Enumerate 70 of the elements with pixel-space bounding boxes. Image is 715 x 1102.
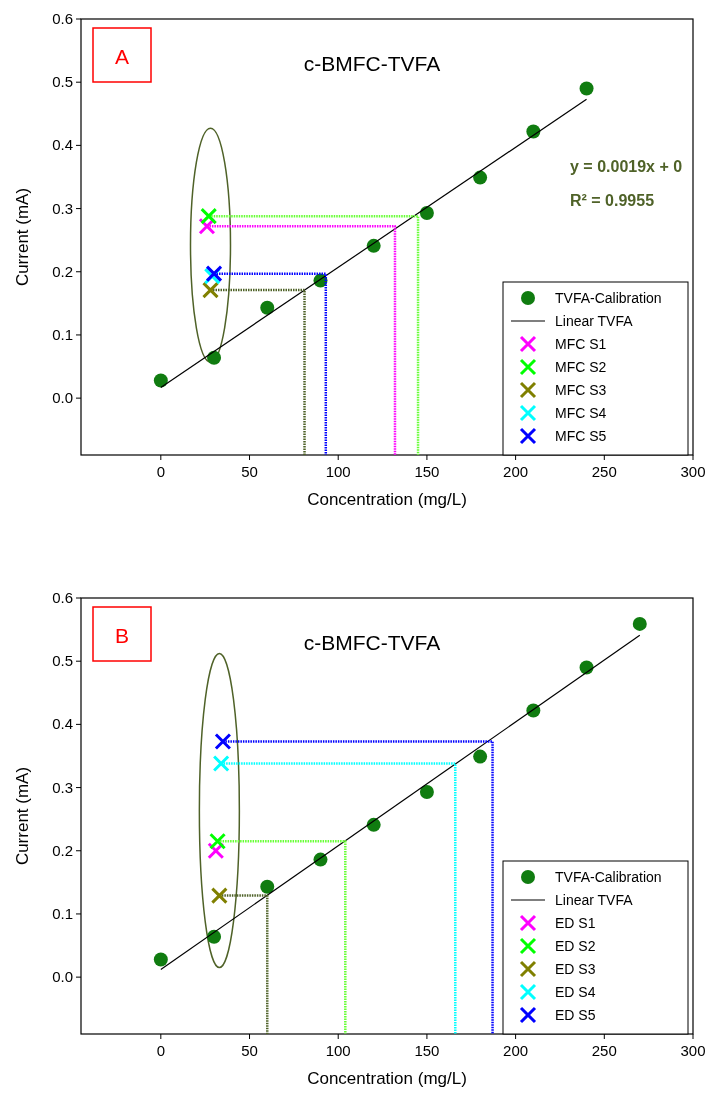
point [212,755,230,773]
x-tick-label: 100 [325,463,351,480]
y-tick-label: 0.6 [52,589,73,606]
text: c-BMFC-TVFA [303,631,441,654]
point [153,373,168,388]
text: c-BMFC-TVFA [303,52,441,75]
y-axis-title: Current (mA) [13,187,32,287]
y-tick-label: 0.4 [52,136,73,154]
point [200,207,218,225]
point [419,205,434,220]
annotation: y = 0.0019x + 0 [570,158,683,175]
point [473,749,488,764]
annotation: A [114,45,130,68]
y-tick-label: 0.4 [52,715,73,733]
x-tick-label: 150 [414,1042,440,1059]
x-tick-label: 250 [591,463,617,480]
x-tick-label: 200 [503,1042,529,1059]
y-tick-label: 0.1 [52,325,73,343]
x-tick-label: 50 [241,1042,258,1059]
point [260,879,275,894]
x-axis-title: Concentration (mg/L) [307,490,467,509]
y-tick-label: 0.6 [52,10,73,27]
legend-label: MFC S4 [555,405,607,421]
legend-label: ED S3 [555,961,596,977]
x-axis-title: Concentration (mg/L) [307,1069,467,1088]
point [207,842,225,860]
legend-label: ED S4 [555,984,596,1000]
x-tick-label: 0 [156,1042,165,1059]
x-tick-label: 250 [591,1042,617,1059]
legend-label: MFC S3 [555,382,607,398]
point [153,952,168,967]
point [214,732,232,750]
legend-label: Linear TVFA [555,313,634,329]
y-tick-label: 0.5 [52,652,73,670]
point [579,81,594,96]
point [209,832,227,850]
legend-label: Linear TVFA [555,892,634,908]
legend-label: MFC S2 [555,359,607,375]
y-tick-label: 0.1 [52,904,73,922]
y-tick-label: 0.0 [52,968,73,986]
y-tick-label: 0.0 [52,389,73,407]
legend-label: ED S5 [555,1007,596,1023]
x-tick-label: 200 [503,463,529,480]
y-tick-label: 0.5 [52,73,73,91]
legend-label: MFC S1 [555,336,607,352]
y-axis-title: Current (mA) [13,766,32,866]
legend-label: ED S1 [555,915,596,931]
x-tick-label: 50 [241,463,258,480]
x-tick-label: 300 [680,463,706,480]
point [202,281,219,299]
y-tick-label: 0.3 [52,199,73,217]
x-tick-label: 0 [156,463,165,480]
point [207,350,222,365]
annotation: R² = 0.9955 [570,192,655,209]
y-tick-label: 0.3 [52,778,73,796]
legend-label: ED S2 [555,938,596,954]
y-tick-label: 0.2 [52,841,73,859]
legend-label: TVFA-Calibration [555,869,662,885]
point [632,616,647,631]
x-tick-label: 100 [325,1042,351,1059]
point [260,300,275,315]
annotation: B [114,624,130,647]
legend-label: TVFA-Calibration [555,290,662,306]
point [473,170,488,185]
legend-label: MFC S5 [555,428,607,444]
y-tick-label: 0.2 [52,262,73,280]
point [419,784,434,799]
x-tick-label: 150 [414,463,440,480]
x-tick-label: 300 [680,1042,706,1059]
point [210,887,228,905]
